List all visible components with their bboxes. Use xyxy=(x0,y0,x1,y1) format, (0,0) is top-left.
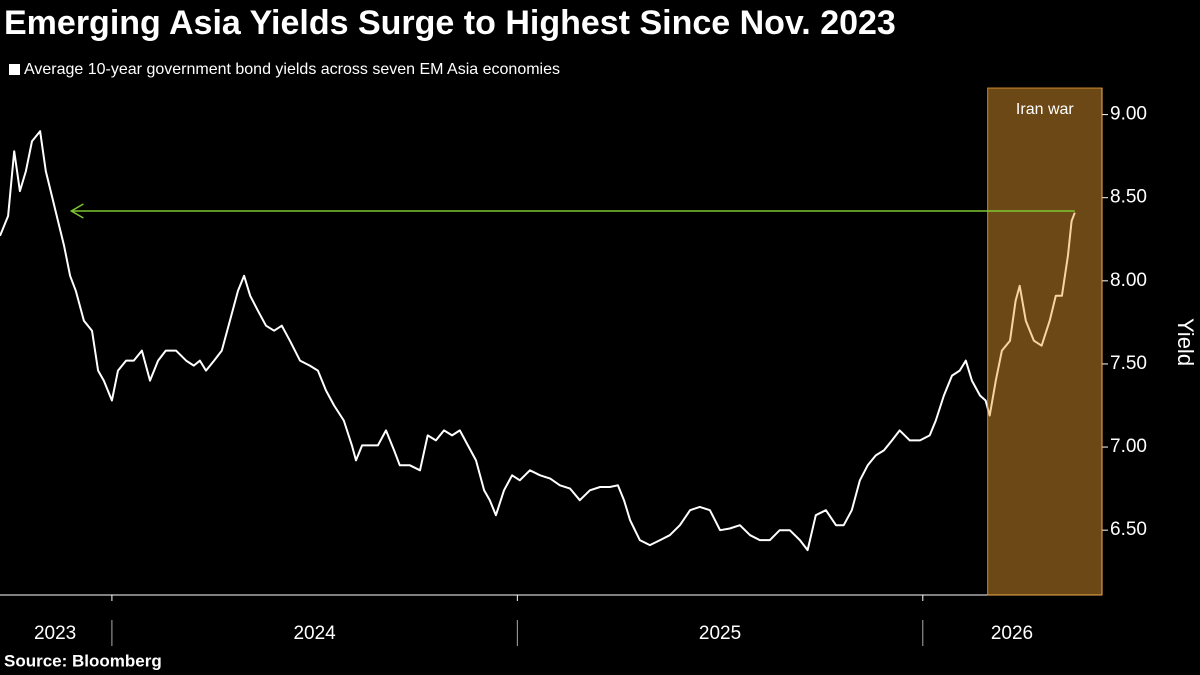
legend-label: Average 10-year government bond yields a… xyxy=(24,61,560,78)
reference-arrowhead xyxy=(69,203,84,219)
band-label: Iran war xyxy=(1016,101,1074,118)
y-tick-label: 9.00 xyxy=(1110,104,1147,125)
y-tick-label: 6.50 xyxy=(1110,519,1147,540)
y-tick-label: 7.50 xyxy=(1110,353,1147,374)
x-tick-label: 2024 xyxy=(293,623,336,644)
y-tick-label: 8.50 xyxy=(1110,187,1147,208)
y-axis-label: Yield xyxy=(1173,318,1198,366)
y-tick-label: 7.00 xyxy=(1110,436,1147,457)
y-tick-label: 8.00 xyxy=(1110,270,1147,291)
x-tick-label: 2025 xyxy=(699,623,741,644)
chart-title: Emerging Asia Yields Surge to Highest Si… xyxy=(4,4,896,42)
x-tick-label: 2023 xyxy=(34,623,76,644)
series-line xyxy=(0,130,1076,552)
event-band xyxy=(987,87,1103,596)
x-tick-label: 2026 xyxy=(991,623,1033,644)
source: Source: Bloomberg xyxy=(4,651,162,670)
legend-swatch xyxy=(9,64,20,75)
